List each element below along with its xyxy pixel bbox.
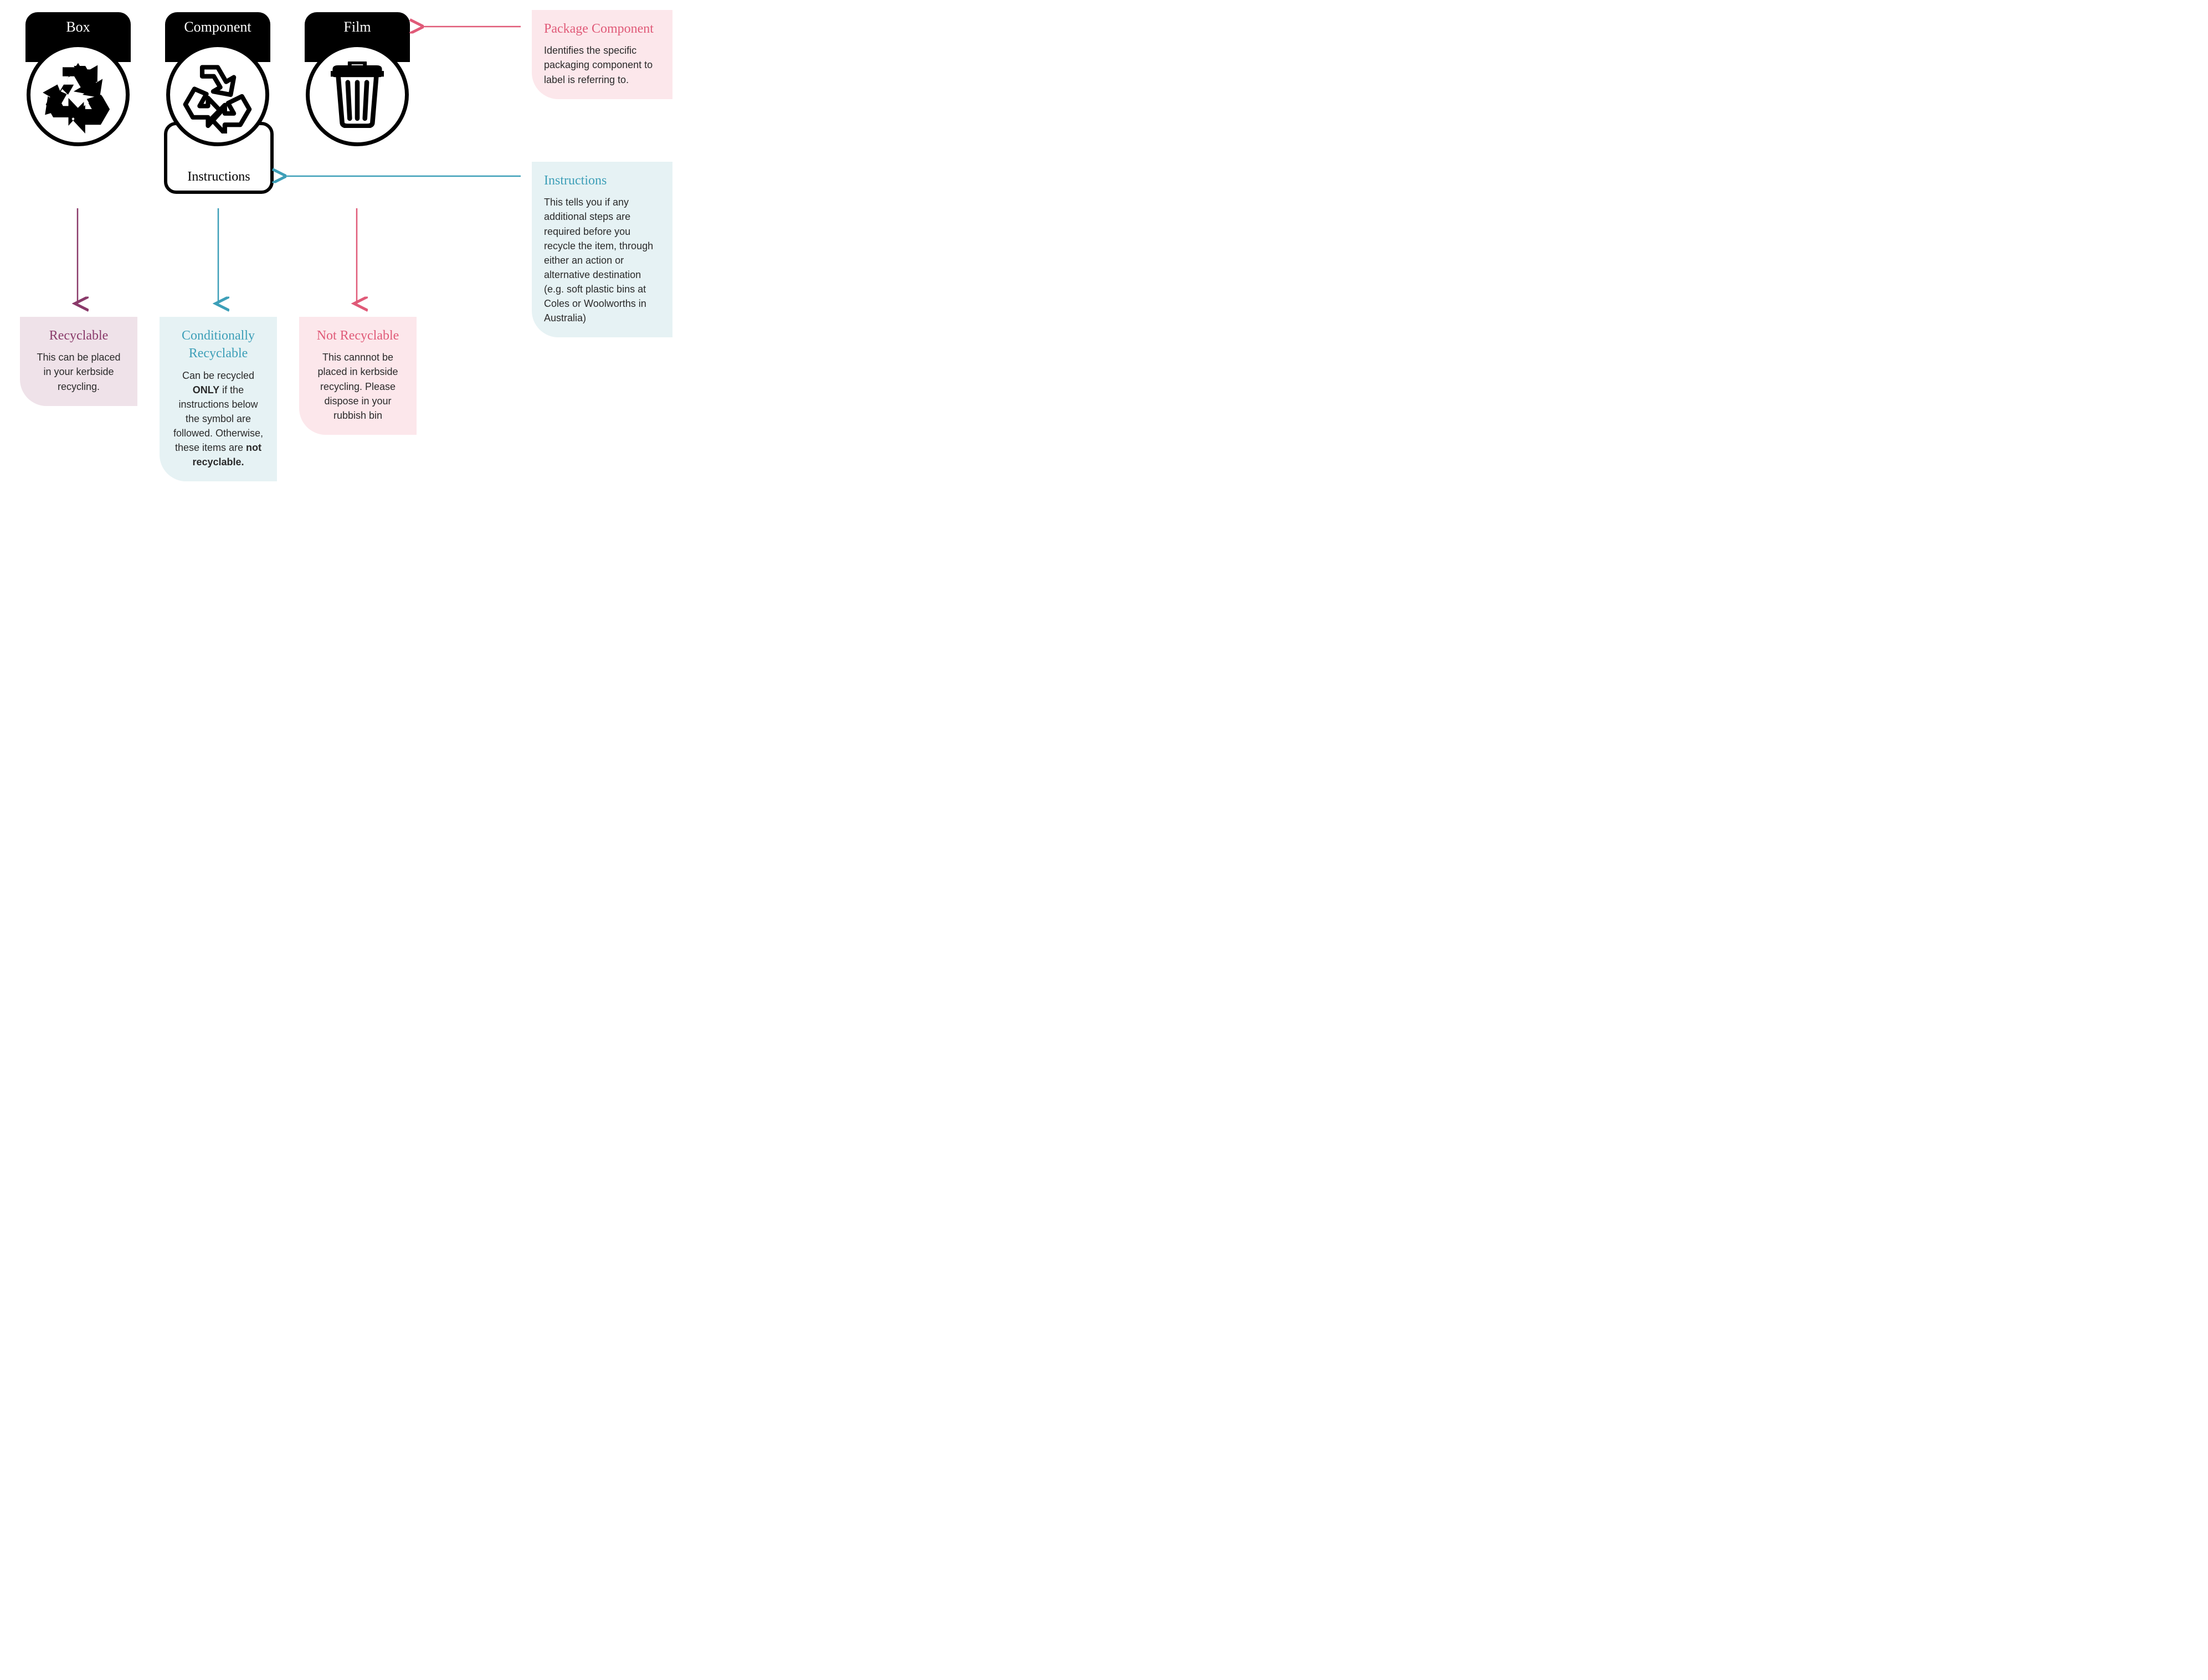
callout-body: This can be placed in your kerbside recy… (32, 350, 125, 393)
callout-body: This cannnot be placed in kerbside recyc… (311, 350, 404, 422)
callout-title: Recyclable (32, 327, 125, 345)
callout-body: Identifies the specific packaging compon… (544, 43, 660, 86)
callout-title: Conditionally Recyclable (172, 327, 265, 363)
callout-not-recyclable: Not Recyclable This cannnot be placed in… (299, 317, 417, 435)
callout-title: Not Recyclable (311, 327, 404, 345)
text: Can be recycled (182, 370, 254, 381)
callout-recyclable: Recyclable This can be placed in your ke… (20, 317, 137, 406)
callout-title: Package Component (544, 20, 660, 38)
callout-body: This tells you if any additional steps a… (544, 195, 660, 325)
callout-conditionally-recyclable: Conditionally Recyclable Can be recycled… (160, 317, 277, 481)
callout-instructions: Instructions This tells you if any addit… (532, 162, 672, 337)
callout-package-component: Package Component Identifies the specifi… (532, 10, 672, 99)
callout-body: Can be recycled ONLY if the instructions… (172, 368, 265, 470)
text-bold: ONLY (193, 384, 219, 395)
callout-title: Instructions (544, 172, 660, 189)
